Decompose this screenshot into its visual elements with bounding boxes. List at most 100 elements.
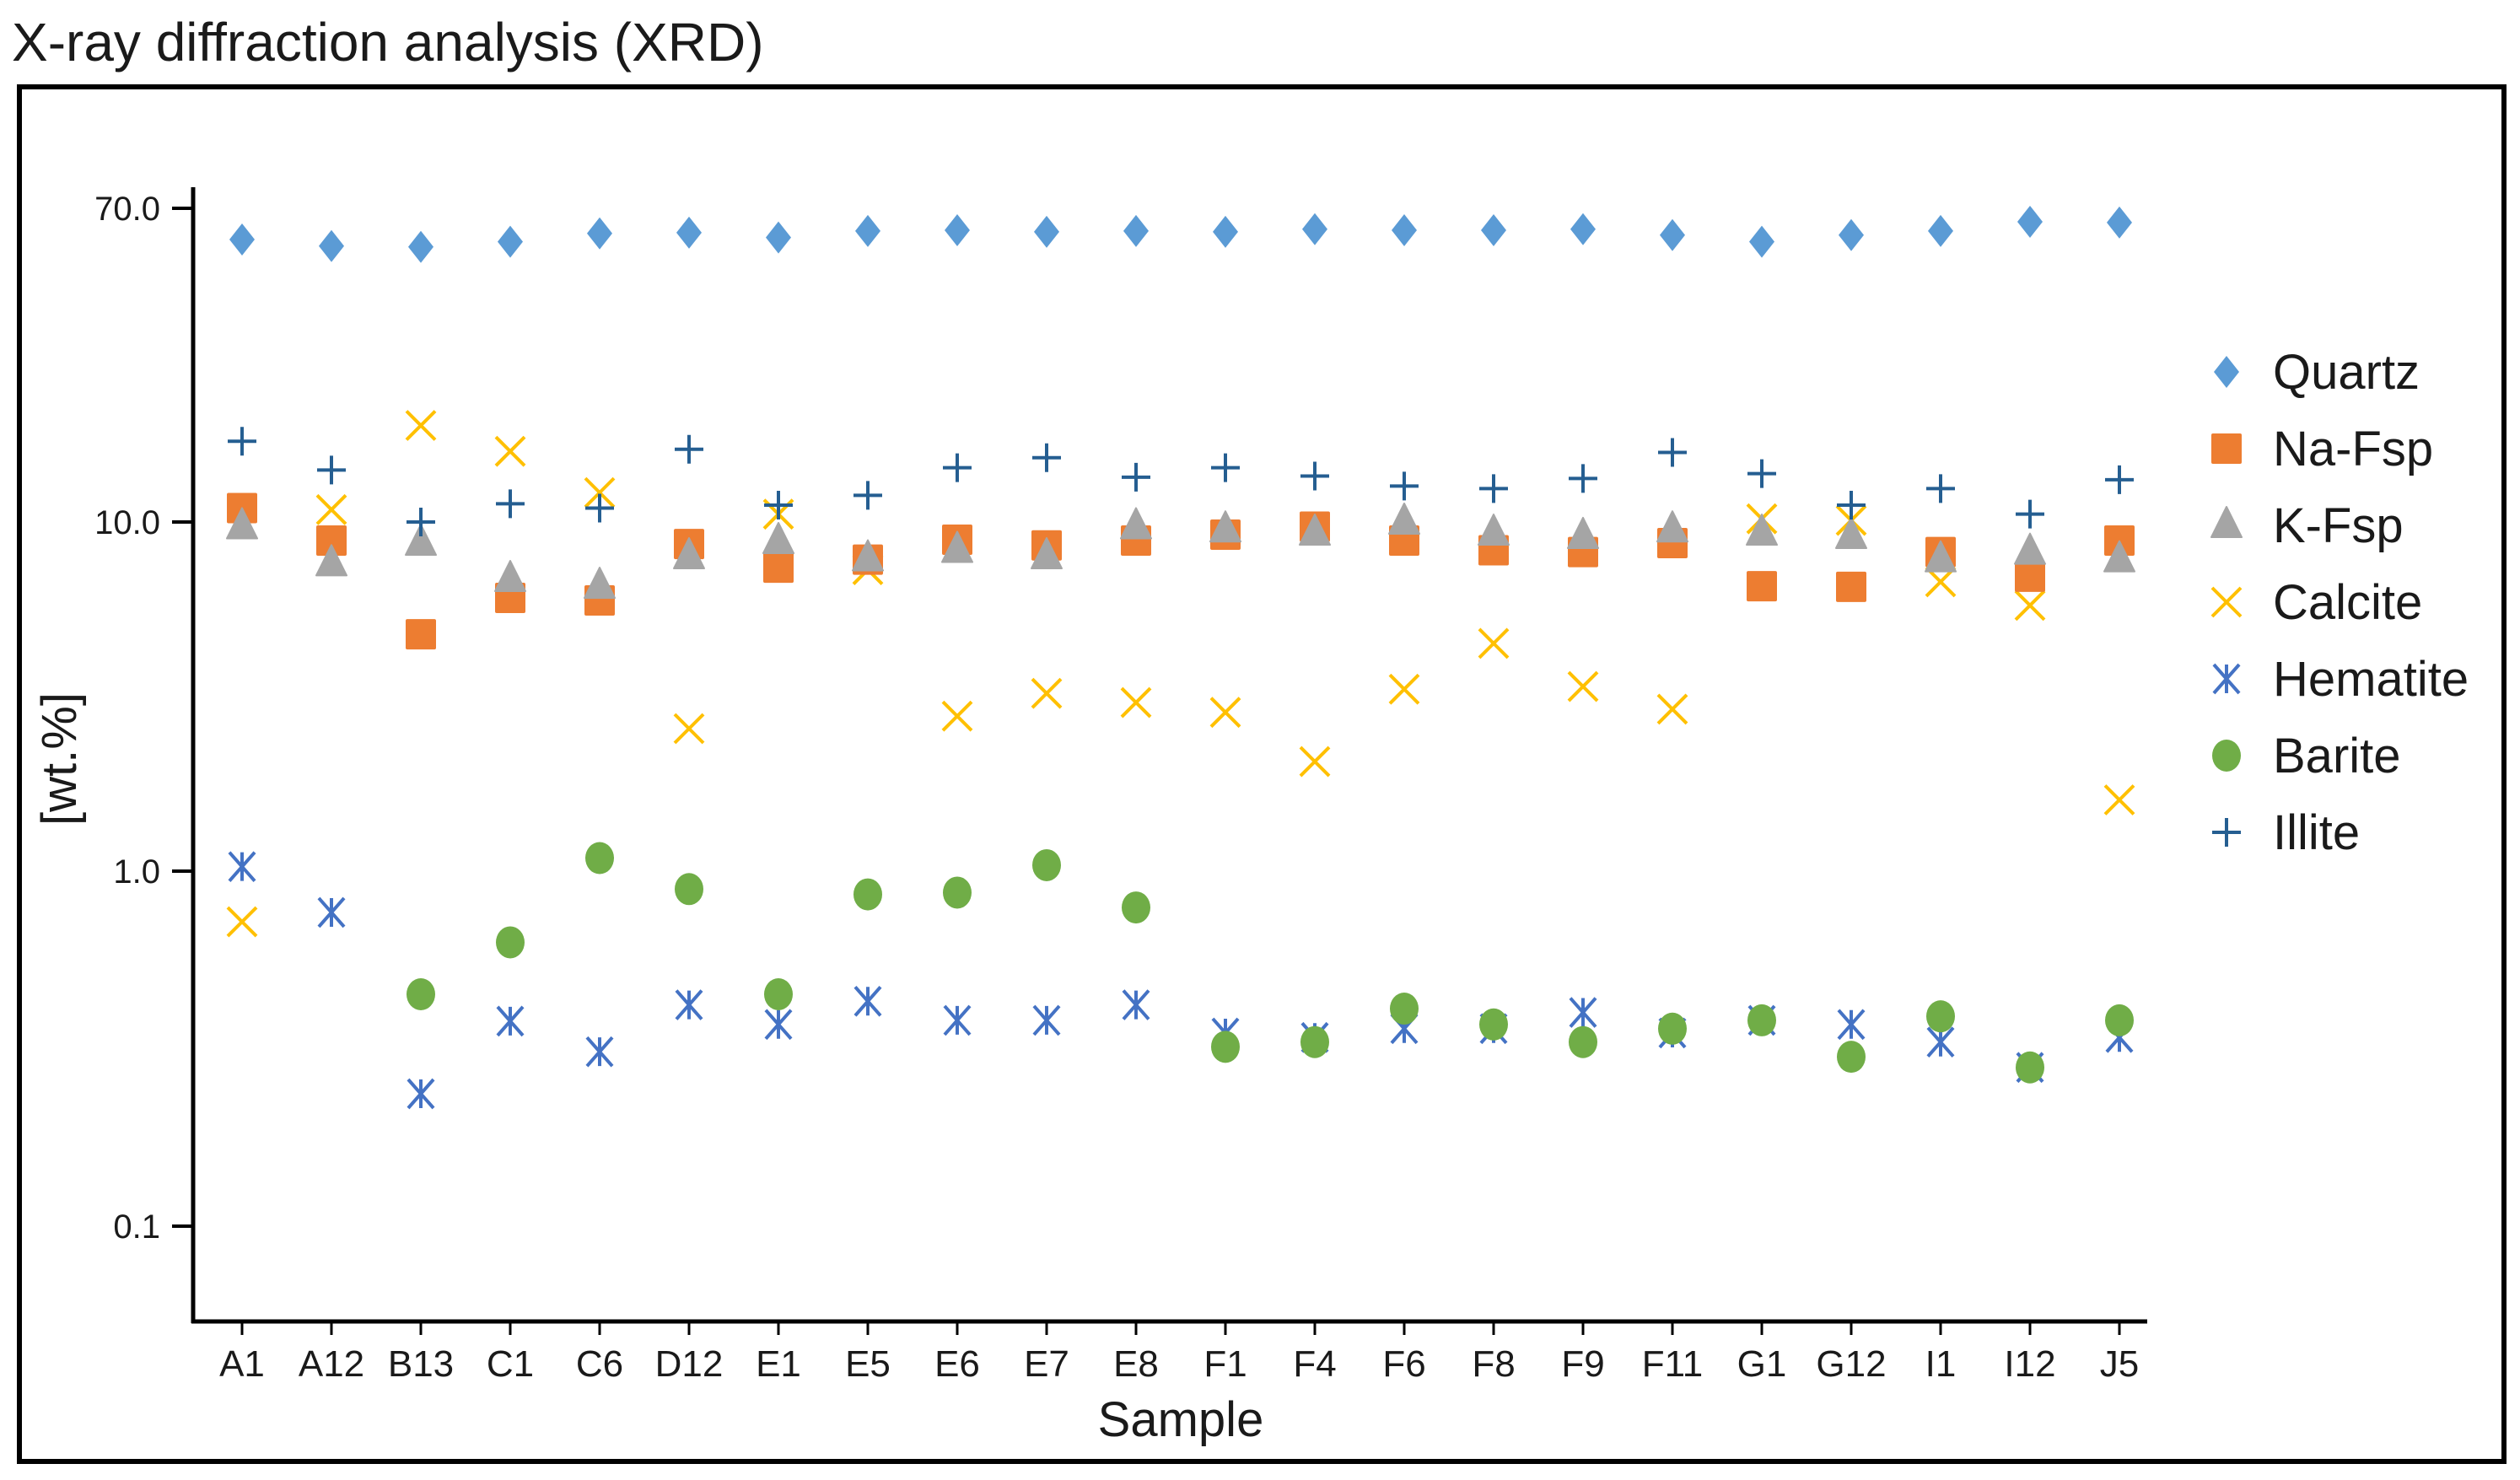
point-calcite-c1 xyxy=(494,435,526,467)
legend-marker-quartz xyxy=(2214,356,2239,388)
legend-marker-k-fsp xyxy=(2210,506,2243,538)
point-k-fsp-i1 xyxy=(1925,540,1957,573)
point-quartz-e7 xyxy=(1034,215,1059,248)
point-illite-f8 xyxy=(1479,474,1508,503)
y-axis: 70.0 10.0 1.0 0.1 xyxy=(94,187,196,1323)
point-k-fsp-g12 xyxy=(1835,516,1867,549)
point-illite-f1 xyxy=(1211,453,1240,482)
point-quartz-e6 xyxy=(945,213,970,246)
legend-marker-na-fsp xyxy=(2211,433,2242,464)
point-hematite-c6 xyxy=(585,1036,614,1068)
point-barite-f1 xyxy=(1211,1031,1240,1063)
x-axis: A1 A12 B13 C1 C6 D12 E1 E5 E6 E7 E8 F1 F4 F6 F8 F9 F11 G1… xyxy=(191,1319,2147,1385)
y-tick-label: 10.0 xyxy=(94,504,160,541)
point-k-fsp-g1 xyxy=(1746,514,1778,546)
x-tick-label: C1 xyxy=(487,1343,534,1385)
point-barite-f6 xyxy=(1390,993,1419,1025)
series-illite xyxy=(228,427,2134,536)
legend-label: Calcite xyxy=(2273,575,2422,630)
point-illite-c1 xyxy=(496,489,525,519)
point-hematite-b13 xyxy=(407,1078,435,1110)
x-tick-label: E7 xyxy=(1024,1343,1069,1385)
point-na-fsp-a12 xyxy=(316,525,347,556)
x-tick-label: E6 xyxy=(934,1343,980,1385)
point-illite-b13 xyxy=(407,508,435,536)
point-na-fsp-g1 xyxy=(1747,571,1777,602)
legend-marker-barite xyxy=(2212,740,2241,772)
series-barite xyxy=(407,842,2134,1084)
point-calcite-f1 xyxy=(1209,697,1241,729)
point-illite-i1 xyxy=(1926,474,1955,503)
legend-label: Illite xyxy=(2273,805,2360,860)
point-quartz-e5 xyxy=(855,214,880,247)
point-barite-i12 xyxy=(2016,1051,2044,1084)
point-barite-g12 xyxy=(1837,1041,1866,1074)
point-quartz-f6 xyxy=(1392,213,1417,246)
point-illite-f11 xyxy=(1658,438,1687,467)
point-na-fsp-i12 xyxy=(2015,561,2045,592)
point-na-fsp-e1 xyxy=(763,552,794,584)
legend-marker-illite xyxy=(2212,818,2241,847)
point-quartz-f9 xyxy=(1570,213,1596,245)
y-tick-label: 70.0 xyxy=(94,191,160,228)
point-quartz-e1 xyxy=(766,221,791,254)
point-illite-a1 xyxy=(228,427,256,456)
legend-item-hematite: Hematite xyxy=(2212,652,2469,707)
legend: Quartz Na-Fsp K-Fsp Calcite Hematite Barite Il… xyxy=(2210,345,2469,860)
point-k-fsp-f8 xyxy=(1478,514,1510,546)
x-tick-label: A12 xyxy=(299,1343,364,1385)
series-hematite xyxy=(228,851,2134,1110)
point-quartz-a12 xyxy=(319,229,344,262)
point-calcite-b13 xyxy=(405,410,437,441)
point-barite-f9 xyxy=(1569,1025,1597,1058)
point-hematite-c1 xyxy=(496,1005,525,1037)
point-k-fsp-e8 xyxy=(1120,507,1152,540)
point-k-fsp-a12 xyxy=(315,544,347,577)
point-calcite-e6 xyxy=(941,700,973,732)
legend-label: Hematite xyxy=(2273,652,2469,707)
x-tick-label: F1 xyxy=(1203,1343,1247,1385)
x-tick-label: E8 xyxy=(1113,1343,1159,1385)
point-k-fsp-c6 xyxy=(584,567,616,600)
point-illite-c6 xyxy=(585,493,614,523)
point-calcite-d12 xyxy=(673,713,705,745)
x-tick-label: F4 xyxy=(1293,1343,1336,1385)
point-barite-e6 xyxy=(943,876,972,909)
point-k-fsp-i12 xyxy=(2014,532,2046,565)
point-barite-e7 xyxy=(1032,848,1061,881)
point-quartz-b13 xyxy=(408,230,433,263)
x-tick-label: G12 xyxy=(1816,1343,1886,1385)
point-hematite-e7 xyxy=(1032,1004,1061,1036)
legend-item-quartz: Quartz xyxy=(2214,345,2420,400)
point-na-fsp-g12 xyxy=(1836,571,1866,602)
point-k-fsp-f6 xyxy=(1388,503,1420,535)
point-illite-f4 xyxy=(1300,461,1329,491)
legend-item-barite: Barite xyxy=(2212,729,2401,783)
x-tick-label: F9 xyxy=(1561,1343,1604,1385)
point-quartz-c6 xyxy=(587,217,612,250)
point-quartz-g1 xyxy=(1749,225,1774,258)
point-barite-e1 xyxy=(764,977,793,1010)
legend-label: Quartz xyxy=(2273,345,2420,400)
x-tick-label: A1 xyxy=(219,1343,265,1385)
point-k-fsp-j5 xyxy=(2103,540,2135,573)
point-quartz-g12 xyxy=(1839,218,1864,251)
point-quartz-j5 xyxy=(2107,206,2132,239)
y-axis-label: [wt.%] xyxy=(32,692,87,826)
point-calcite-f8 xyxy=(1478,627,1510,659)
point-barite-c6 xyxy=(585,842,614,875)
x-tick-label: G1 xyxy=(1737,1343,1787,1385)
point-quartz-i12 xyxy=(2017,205,2043,238)
point-k-fsp-e5 xyxy=(852,539,884,572)
point-quartz-e8 xyxy=(1123,214,1149,247)
point-hematite-a12 xyxy=(317,896,346,928)
point-illite-i12 xyxy=(2016,499,2044,529)
chart-title: X-ray diffraction analysis (XRD) xyxy=(12,12,764,73)
series-calcite xyxy=(226,410,2135,938)
x-tick-label: F6 xyxy=(1382,1343,1425,1385)
point-calcite-f4 xyxy=(1299,745,1331,778)
point-barite-c1 xyxy=(496,926,525,959)
x-tick-label: F11 xyxy=(1642,1343,1704,1385)
x-tick-label: C6 xyxy=(576,1343,623,1385)
x-tick-label: D12 xyxy=(655,1343,724,1385)
